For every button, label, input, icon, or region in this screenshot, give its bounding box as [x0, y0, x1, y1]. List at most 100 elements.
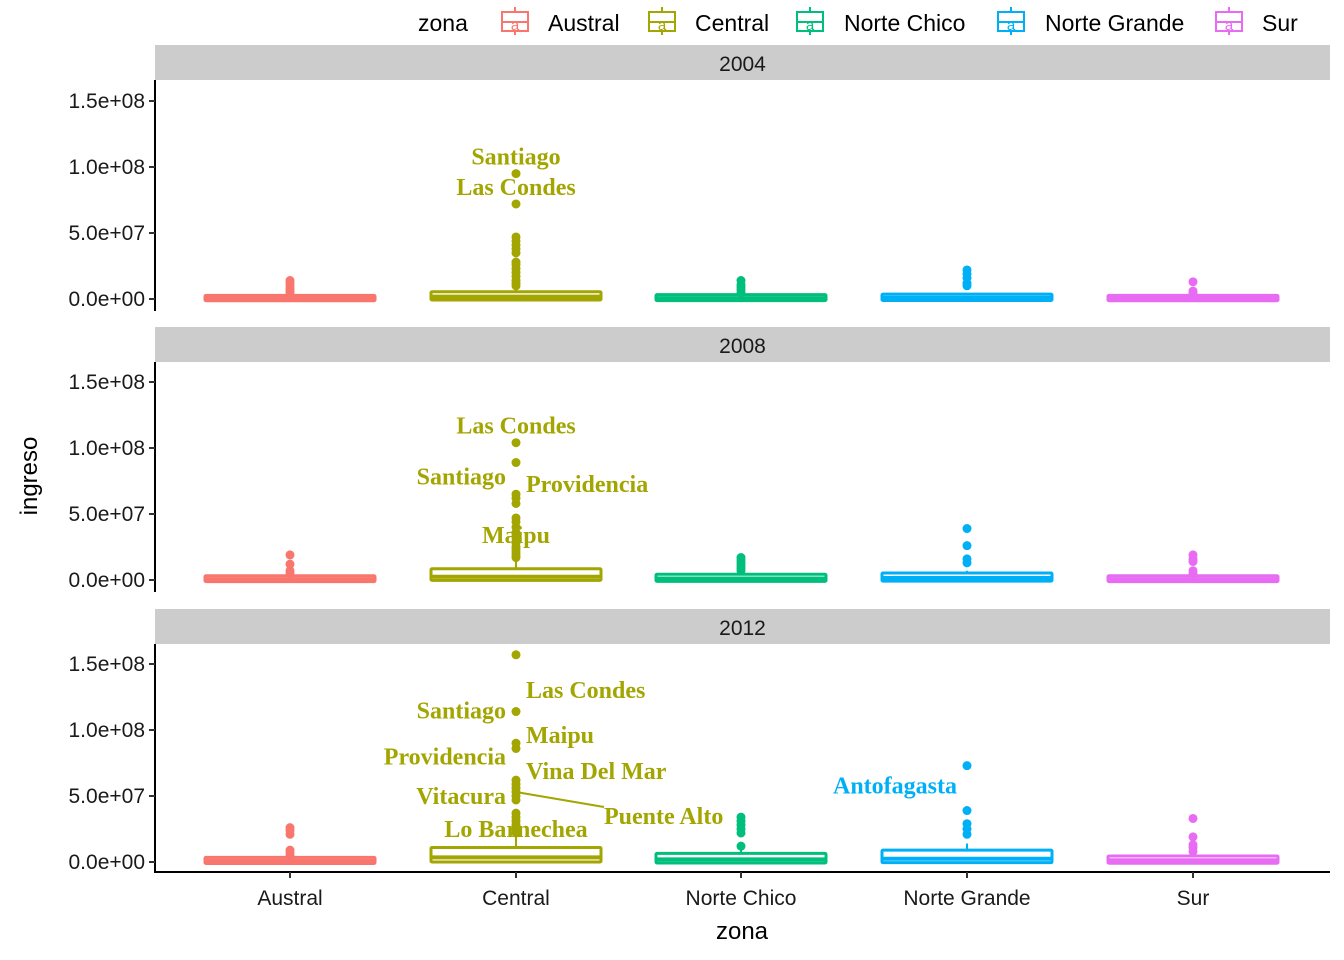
y-tick-label: 1.5e+08: [69, 371, 146, 394]
point-label-las-condes: Las Condes: [456, 414, 575, 440]
outlier-point: [285, 823, 295, 833]
legend-label: Austral: [548, 10, 620, 36]
outlier-point: [285, 566, 295, 576]
outlier-point: [736, 812, 746, 822]
legend-key-glyph: a: [1225, 17, 1234, 34]
legend-item-central: a Central: [648, 7, 769, 36]
outlier-point: [511, 650, 521, 660]
y-axis-title: ingreso: [16, 437, 43, 516]
x-tick-label: Norte Grande: [903, 887, 1030, 910]
point-label-puente-alto: Puente Alto: [604, 804, 723, 830]
facet-strip-label: 2004: [719, 53, 766, 76]
outlier-point: [962, 541, 972, 551]
facet-strip: [155, 327, 1330, 362]
point-label-las-condes: Las Condes: [456, 175, 575, 201]
box-austral: [203, 823, 377, 865]
y-tick-label: 1.0e+08: [69, 437, 146, 460]
box-norte-grande: [880, 761, 1054, 865]
box-iqr: [429, 845, 603, 864]
point-label-santiago: Santiago: [417, 465, 506, 491]
point-label-providencia: Providencia: [384, 744, 506, 770]
box-norte-chico: [654, 276, 828, 303]
box-norte-chico: [654, 553, 828, 583]
box-sur: [1106, 813, 1280, 865]
legend-key-glyph: a: [806, 17, 815, 34]
box-norte-chico: [654, 812, 828, 865]
point-label-antofagasta: Antofagasta: [833, 774, 957, 800]
outlier-point: [962, 524, 972, 534]
outlier-point: [511, 232, 521, 242]
y-tick-label: 1.5e+08: [69, 90, 146, 113]
y-tick-label: 0.0e+00: [69, 288, 146, 311]
legend-label: Sur: [1262, 10, 1298, 36]
legend-key-glyph: a: [511, 17, 520, 34]
x-tick-label: Sur: [1177, 887, 1210, 910]
outlier-point: [511, 513, 521, 523]
outlier-point: [511, 808, 521, 818]
point-label-santiago: Santiago: [471, 145, 560, 171]
outlier-point: [1188, 277, 1198, 287]
box-sur: [1106, 277, 1280, 303]
outlier-point: [962, 819, 972, 829]
outlier-point: [962, 806, 972, 816]
outlier-point: [1188, 566, 1198, 576]
outlier-point: [511, 538, 521, 548]
outlier-point: [736, 553, 746, 563]
outlier-point: [1188, 840, 1198, 850]
point-label-vitacura: Vitacura: [416, 784, 506, 810]
outlier-point: [962, 554, 972, 564]
y-tick-label: 1.5e+08: [69, 653, 146, 676]
y-tick-label: 5.0e+07: [69, 222, 146, 245]
legend-key-glyph: a: [658, 17, 667, 34]
outlier-point: [736, 841, 746, 851]
facet-strip: [155, 609, 1330, 644]
box-iqr: [880, 848, 1054, 865]
outlier-point: [1188, 832, 1198, 842]
facet-strip-label: 2008: [719, 335, 766, 358]
outlier-point: [285, 276, 295, 286]
outlier-point: [962, 761, 972, 771]
outlier-point: [962, 265, 972, 275]
box-austral: [203, 550, 377, 584]
facet-panel-2012: 2012 0.0e+00 5.0e+07 1.0e+08 1.5e+08 Las Cond…: [69, 609, 1330, 874]
x-axis-title: zona: [716, 918, 769, 945]
box-sur: [1106, 550, 1280, 584]
box-norte-grande: [880, 524, 1054, 583]
outlier-point: [736, 276, 746, 286]
facet-strip: [155, 45, 1330, 80]
outlier-point: [511, 438, 521, 448]
label-segment: [515, 791, 605, 809]
legend-key-glyph: a: [1007, 17, 1016, 34]
x-tick-label: Austral: [257, 887, 322, 910]
box-norte-grande: [880, 265, 1054, 302]
outlier-point: [285, 550, 295, 560]
point-label-maipu: Maipu: [482, 523, 550, 549]
point-label-lo-barnechea: Lo Barnechea: [444, 817, 587, 843]
outlier-point: [511, 199, 521, 209]
point-label-providencia: Providencia: [526, 472, 648, 498]
legend-label: Norte Grande: [1045, 10, 1184, 36]
outlier-point: [511, 169, 521, 179]
point-label-maipu: Maipu: [526, 723, 594, 749]
y-tick-label: 5.0e+07: [69, 503, 146, 526]
x-tick-label: Norte Chico: [686, 887, 797, 910]
point-label-santiago: Santiago: [417, 699, 506, 725]
outlier-point: [511, 707, 521, 717]
facet-panels: 2004 0.0e+00 5.0e+07 1.0e+08 1.5e+08 Santiago…: [69, 45, 1330, 874]
box-central: [429, 650, 603, 864]
legend-item-norte-grande: a Norte Grande: [997, 7, 1184, 36]
facet-strip-label: 2012: [719, 617, 766, 640]
legend-item-sur: a Sur: [1215, 7, 1298, 36]
legend-item-austral: a Austral: [501, 7, 620, 36]
box-austral: [203, 276, 377, 303]
point-label-vina-del-mar: Vina Del Mar: [526, 759, 667, 785]
outlier-point: [285, 559, 295, 569]
legend-item-norte-chico: a Norte Chico: [796, 7, 965, 36]
facet-panel-2008: 2008 0.0e+00 5.0e+07 1.0e+08 1.5e+08 Las Cond…: [69, 327, 1330, 592]
legend-label: Norte Chico: [844, 10, 965, 36]
outlier-point: [511, 489, 521, 499]
y-tick-label: 1.0e+08: [69, 719, 146, 742]
box-central: [429, 438, 603, 582]
y-tick-label: 5.0e+07: [69, 785, 146, 808]
